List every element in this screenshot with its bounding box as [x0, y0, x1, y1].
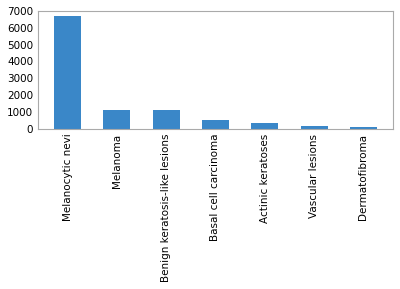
- Bar: [54, 16, 81, 129]
- Bar: [300, 126, 328, 129]
- Bar: [251, 123, 278, 129]
- Bar: [350, 127, 377, 129]
- Bar: [202, 120, 229, 129]
- Bar: [103, 110, 130, 129]
- Bar: [153, 110, 180, 129]
